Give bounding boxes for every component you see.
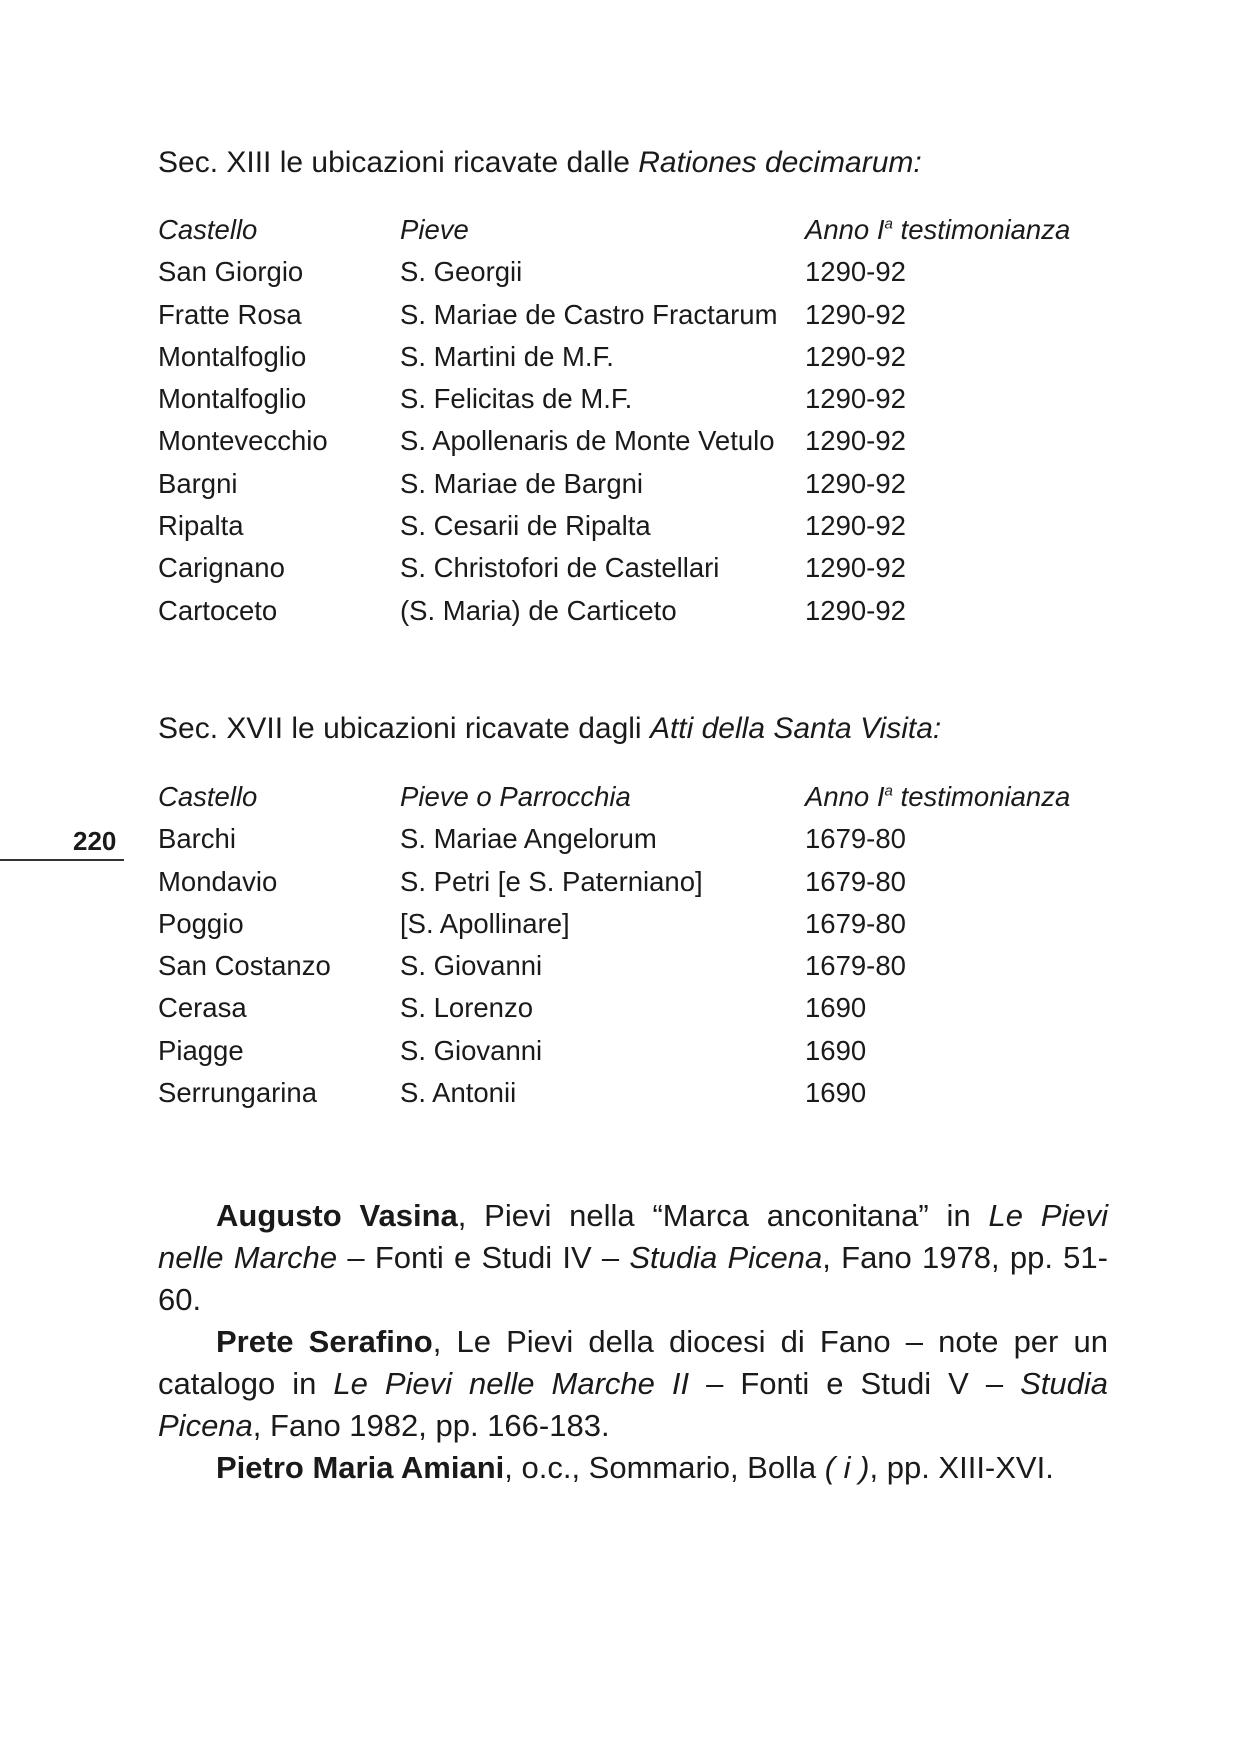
reference-text: – Fonti e Studi IV – (337, 1240, 630, 1275)
cell-pieve: S. Giovanni (400, 1034, 543, 1066)
reference-title-italic: Le Pievi nelle Marche II (333, 1366, 690, 1401)
header-castello: Castello (158, 214, 258, 245)
cell-anno: 1290-92 (805, 298, 906, 330)
section1-title-text: Sec. XIII le ubicazioni ricavate dalle (158, 146, 639, 179)
cell-anno: 1290-92 (805, 510, 906, 542)
reference-text: , Fano 1982, pp. 166-183. (252, 1408, 610, 1443)
cell-anno: 1679-80 (805, 907, 906, 939)
cell-castello: Mondavio (158, 865, 278, 897)
header-anno-sup: a (884, 215, 893, 233)
cell-pieve: S. Antonii (400, 1077, 517, 1109)
cell-pieve: S. Petri [e S. Paterniano] (400, 865, 703, 897)
reference-title-italic: Le Pievi nelle Marche (158, 1198, 1108, 1275)
cell-pieve: S. Mariae de Bargni (400, 467, 644, 499)
cell-anno: 1290-92 (805, 467, 906, 499)
cell-anno: 1690 (805, 1077, 867, 1109)
cell-pieve: S. Lorenzo (400, 992, 534, 1024)
cell-pieve: S. Giovanni (400, 950, 543, 982)
cell-anno: 1290-92 (805, 425, 906, 457)
reference-author: Prete Serafino (216, 1324, 433, 1359)
cell-anno: 1679-80 (805, 865, 906, 897)
page-number-rule (0, 859, 124, 861)
references: Augusto Vasina, Pievi nella “Marca ancon… (158, 1195, 1108, 1489)
cell-pieve: S. Christofori de Castellari (400, 552, 720, 584)
cell-castello: Fratte Rosa (158, 298, 302, 330)
cell-anno: 1290-92 (805, 256, 906, 288)
cell-pieve: S. Cesarii de Ripalta (400, 510, 651, 542)
cell-pieve: S. Mariae Angelorum (400, 823, 657, 855)
cell-castello: Cerasa (158, 992, 247, 1024)
reference-text: , o.c., Sommario, Bolla (504, 1450, 825, 1485)
header-anno-text: Anno I (805, 214, 885, 245)
cell-castello: Serrungarina (158, 1077, 317, 1109)
cell-castello: San Giorgio (158, 256, 304, 288)
header-anno-sup: a (884, 782, 893, 800)
cell-castello: Piagge (158, 1034, 244, 1066)
cell-pieve: S. Felicitas de M.F. (400, 383, 633, 415)
reference-entry: Prete Serafino, Le Pievi della diocesi d… (158, 1321, 1108, 1447)
cell-castello: Poggio (158, 907, 244, 939)
reference-entry: Pietro Maria Amiani, o.c., Sommario, Bol… (158, 1447, 1108, 1489)
header-anno: Anno Ia testimonianza (805, 209, 1070, 251)
reference-text: , Fano 1978, pp. 51-60. (158, 1240, 1108, 1317)
section2-title-text: Sec. XVII le ubicazioni ricavate dagli (158, 712, 650, 745)
cell-castello: Ripalta (158, 510, 244, 542)
cell-castello: Carignano (158, 552, 285, 584)
cell-anno: 1290-92 (805, 594, 906, 626)
section1-title: Sec. XIII le ubicazioni ricavate dalle R… (158, 146, 922, 180)
header-anno-text: Anno I (805, 781, 885, 812)
reference-author: Pietro Maria Amiani (216, 1450, 505, 1485)
cell-castello: Bargni (158, 467, 238, 499)
cell-castello: Montalfoglio (158, 383, 307, 415)
page-number: 220 (73, 826, 117, 856)
cell-pieve: (S. Maria) de Carticeto (400, 594, 677, 626)
cell-anno: 1290-92 (805, 340, 906, 372)
cell-anno: 1690 (805, 1034, 867, 1066)
cell-castello: Barchi (158, 823, 236, 855)
reference-entry: Augusto Vasina, Pievi nella “Marca ancon… (158, 1195, 1108, 1321)
cell-castello: Montevecchio (158, 425, 328, 457)
header-anno: Anno Ia testimonianza (805, 776, 1070, 818)
header-pieve: Pieve o Parrocchia (400, 781, 631, 812)
section2-title-source: Atti della Santa Visita: (649, 712, 942, 745)
reference-text: , Pievi nella “Marca anconitana” in (457, 1198, 989, 1233)
cell-anno: 1290-92 (805, 383, 906, 415)
reference-text: – Fonti e Studi V – (689, 1366, 1021, 1401)
reference-title-italic: ( i ) (824, 1450, 870, 1485)
cell-anno: 1290-92 (805, 552, 906, 584)
section2-title: Sec. XVII le ubicazioni ricavate dagli A… (158, 712, 941, 746)
cell-anno: 1679-80 (805, 823, 906, 855)
reference-text: , pp. XIII-XVI. (869, 1450, 1054, 1485)
header-anno-rest: testimonianza (892, 214, 1071, 245)
cell-pieve: S. Mariae de Castro Fractarum (400, 298, 778, 330)
cell-anno: 1690 (805, 992, 867, 1024)
cell-castello: Cartoceto (158, 594, 278, 626)
reference-title-italic: Studia Picena (158, 1366, 1109, 1443)
header-castello: Castello (158, 781, 258, 812)
cell-pieve: S. Apollenaris de Monte Vetulo (400, 425, 775, 457)
cell-castello: Montalfoglio (158, 340, 307, 372)
reference-text: , Le Pievi della diocesi di Fano – note … (158, 1324, 1108, 1401)
cell-pieve: S. Georgii (400, 256, 523, 288)
cell-pieve: [S. Apollinare] (400, 907, 570, 939)
header-anno-rest: testimonianza (892, 781, 1071, 812)
cell-anno: 1679-80 (805, 950, 906, 982)
header-pieve: Pieve (400, 214, 469, 245)
cell-pieve: S. Martini de M.F. (400, 340, 614, 372)
reference-author: Augusto Vasina (216, 1198, 458, 1233)
section1-title-source: Rationes decimarum: (638, 146, 922, 179)
cell-castello: San Costanzo (158, 950, 331, 982)
reference-title-italic: Studia Picena (629, 1240, 823, 1275)
